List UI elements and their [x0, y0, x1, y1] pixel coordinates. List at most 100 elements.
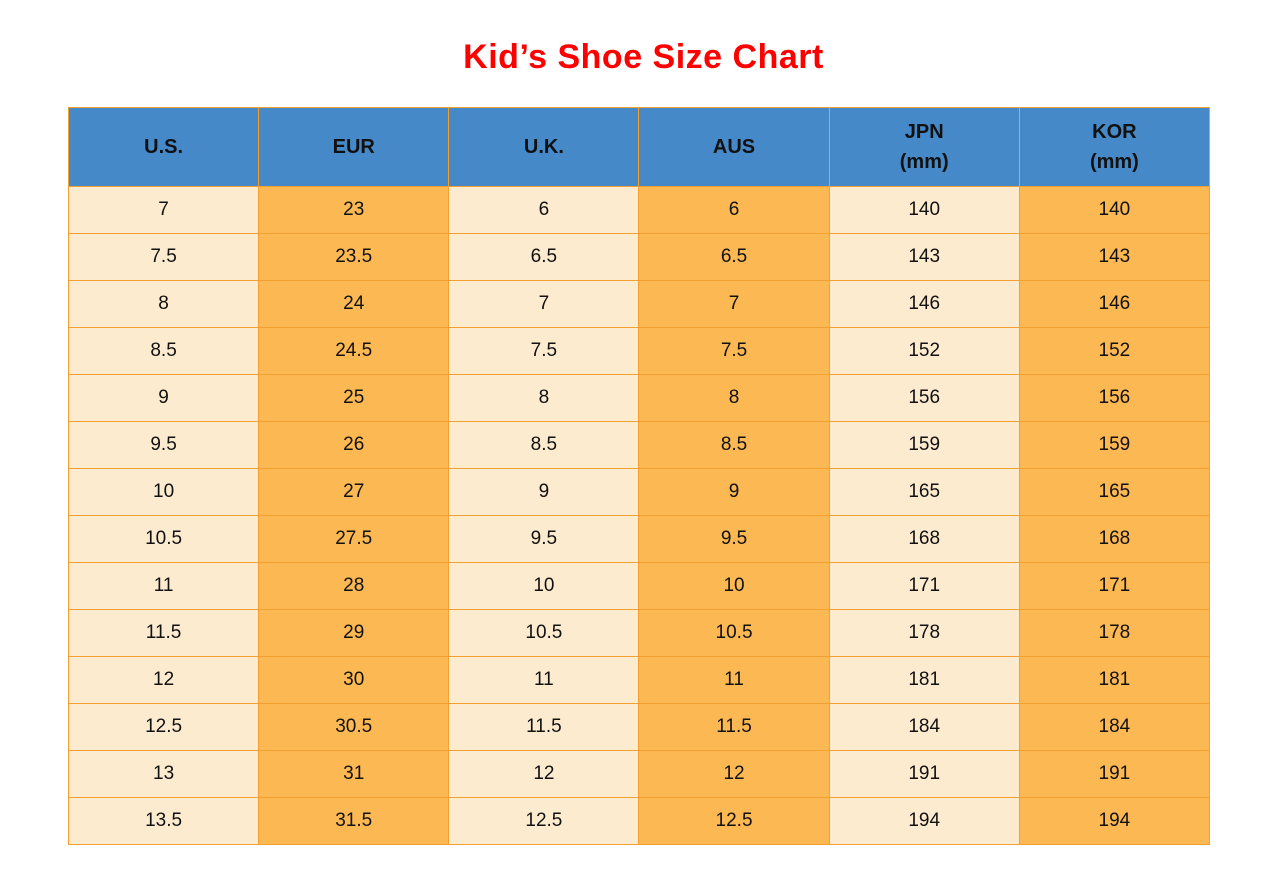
- table-cell: 12: [638, 750, 830, 798]
- table-row: 13.5 31.5 12.5 12.5 194 194: [67, 797, 1211, 845]
- table-cell: 25: [258, 374, 450, 422]
- table-cell: 184: [1018, 703, 1211, 751]
- table-cell: 27: [258, 468, 450, 516]
- table-cell: 143: [1018, 233, 1211, 281]
- column-header-line: U.S.: [144, 136, 184, 158]
- table-header: U.S. EUR U.K. AUS JPN (mm) KOR (mm): [67, 107, 1211, 187]
- table-cell: 30.5: [258, 703, 450, 751]
- table-row: 11 28 10 10 171 171: [67, 562, 1211, 610]
- table-cell: 7.5: [638, 327, 830, 375]
- table-row: 12.5 30.5 11.5 11.5 184 184: [67, 703, 1211, 751]
- column-header-line: JPN: [904, 121, 944, 143]
- table-cell: 181: [828, 656, 1020, 704]
- table-row: 10.5 27.5 9.5 9.5 168 168: [67, 515, 1211, 563]
- table-row: 12 30 11 11 181 181: [67, 656, 1211, 704]
- column-header-u-k: U.K.: [448, 107, 640, 187]
- table-cell: 12.5: [67, 703, 260, 751]
- table-cell: 178: [828, 609, 1020, 657]
- table-row: 7 23 6 6 140 140: [67, 186, 1211, 234]
- table-row: 9 25 8 8 156 156: [67, 374, 1211, 422]
- table-cell: 11: [67, 562, 260, 610]
- table-row: 10 27 9 9 165 165: [67, 468, 1211, 516]
- column-header-line: (mm): [899, 151, 949, 173]
- table-cell: 191: [828, 750, 1020, 798]
- table-cell: 168: [1018, 515, 1211, 563]
- column-header-line: EUR: [332, 136, 375, 158]
- table-cell: 7.5: [67, 233, 260, 281]
- column-header-line: (mm): [1089, 151, 1139, 173]
- table-cell: 12: [448, 750, 640, 798]
- table-cell: 13: [67, 750, 260, 798]
- table-cell: 12: [67, 656, 260, 704]
- table-cell: 10.5: [67, 515, 260, 563]
- table-cell: 8.5: [67, 327, 260, 375]
- table-cell: 8: [67, 280, 260, 328]
- table-row: 7.5 23.5 6.5 6.5 143 143: [67, 233, 1211, 281]
- table-cell: 11.5: [448, 703, 640, 751]
- table-cell: 31: [258, 750, 450, 798]
- table-cell: 194: [828, 797, 1020, 845]
- table-cell: 10.5: [448, 609, 640, 657]
- table-cell: 143: [828, 233, 1020, 281]
- table-cell: 7: [448, 280, 640, 328]
- table-row: 9.5 26 8.5 8.5 159 159: [67, 421, 1211, 469]
- table-cell: 8.5: [448, 421, 640, 469]
- table-cell: 8: [638, 374, 830, 422]
- table-cell: 24: [258, 280, 450, 328]
- column-header-aus: AUS: [638, 107, 830, 187]
- table-cell: 168: [828, 515, 1020, 563]
- table-cell: 9.5: [67, 421, 260, 469]
- table-cell: 27.5: [258, 515, 450, 563]
- table-cell: 140: [1018, 186, 1211, 234]
- table-cell: 24.5: [258, 327, 450, 375]
- table-cell: 6.5: [638, 233, 830, 281]
- table-cell: 13.5: [67, 797, 260, 845]
- table-cell: 6.5: [448, 233, 640, 281]
- table-cell: 7.5: [448, 327, 640, 375]
- table-cell: 11: [638, 656, 830, 704]
- table-cell: 8.5: [638, 421, 830, 469]
- shoe-size-table: U.S. EUR U.K. AUS JPN (mm) KOR (mm) 7 23 6 6 140 140…: [67, 107, 1211, 845]
- table-cell: 28: [258, 562, 450, 610]
- table-cell: 12.5: [448, 797, 640, 845]
- table-cell: 10: [448, 562, 640, 610]
- table-cell: 152: [828, 327, 1020, 375]
- table-cell: 12.5: [638, 797, 830, 845]
- table-cell: 156: [828, 374, 1020, 422]
- table-cell: 9: [448, 468, 640, 516]
- table-cell: 165: [828, 468, 1020, 516]
- table-cell: 9: [67, 374, 260, 422]
- table-cell: 159: [828, 421, 1020, 469]
- column-header-line: U.K.: [523, 136, 564, 158]
- table-cell: 8: [448, 374, 640, 422]
- table-cell: 7: [67, 186, 260, 234]
- table-cell: 26: [258, 421, 450, 469]
- column-header-u-s: U.S.: [67, 107, 260, 187]
- table-cell: 9.5: [638, 515, 830, 563]
- table-row: 8 24 7 7 146 146: [67, 280, 1211, 328]
- table-cell: 31.5: [258, 797, 450, 845]
- header-row: U.S. EUR U.K. AUS JPN (mm) KOR (mm): [67, 107, 1211, 187]
- table-cell: 194: [1018, 797, 1211, 845]
- table-cell: 165: [1018, 468, 1211, 516]
- column-header-jpn-mm: JPN (mm): [828, 107, 1020, 187]
- table-cell: 178: [1018, 609, 1211, 657]
- table-cell: 184: [828, 703, 1020, 751]
- table-cell: 171: [1018, 562, 1211, 610]
- table-cell: 159: [1018, 421, 1211, 469]
- column-header-kor-mm: KOR (mm): [1018, 107, 1211, 187]
- column-header-eur: EUR: [258, 107, 450, 187]
- table-cell: 23: [258, 186, 450, 234]
- table-cell: 11.5: [67, 609, 260, 657]
- table-cell: 9: [638, 468, 830, 516]
- table-cell: 191: [1018, 750, 1211, 798]
- table-row: 13 31 12 12 191 191: [67, 750, 1211, 798]
- table-cell: 30: [258, 656, 450, 704]
- table-cell: 11.5: [638, 703, 830, 751]
- table-cell: 156: [1018, 374, 1211, 422]
- table-cell: 23.5: [258, 233, 450, 281]
- table-cell: 10: [638, 562, 830, 610]
- table-cell: 10: [67, 468, 260, 516]
- table-cell: 152: [1018, 327, 1211, 375]
- page-title: Kid’s Shoe Size Chart: [463, 38, 824, 76]
